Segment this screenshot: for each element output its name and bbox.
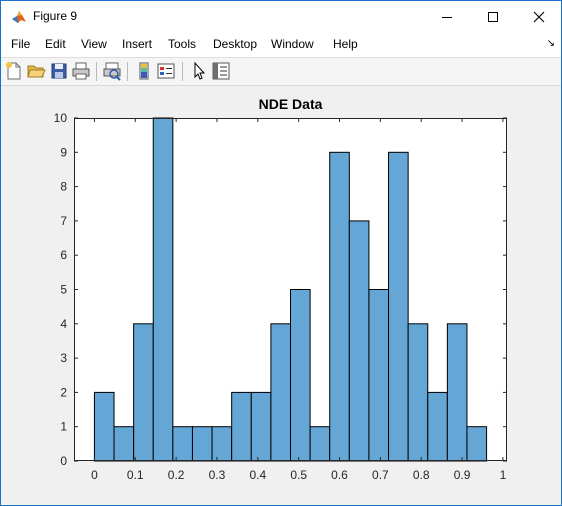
- y-tick-label: 2: [60, 385, 67, 399]
- window-title: Figure 9: [33, 9, 78, 23]
- x-tick-label: 0.1: [127, 468, 144, 482]
- matlab-logo-icon: [12, 11, 26, 23]
- histogram-bar: [309, 426, 331, 462]
- x-tick-label: 0.6: [331, 468, 348, 482]
- histogram-bar: [113, 426, 135, 462]
- toolbar-separator: [182, 62, 183, 81]
- histogram-bar: [407, 323, 429, 462]
- save-icon[interactable]: [49, 61, 69, 81]
- menu-edit[interactable]: Edit: [45, 37, 66, 51]
- x-tick-label: 0.2: [168, 468, 185, 482]
- x-tick-label: 0.9: [454, 468, 471, 482]
- histogram-bar: [133, 323, 154, 462]
- y-tick-label: 5: [60, 283, 67, 297]
- histogram-bar: [329, 151, 350, 462]
- menu-insert[interactable]: Insert: [122, 37, 153, 51]
- y-tick-label: 3: [60, 351, 67, 365]
- x-tick-label: 0: [91, 468, 98, 482]
- edit-plot-pointer-icon[interactable]: [189, 61, 209, 81]
- maximize-icon: [488, 11, 498, 22]
- y-tick-label: 1: [60, 420, 67, 434]
- toolbar-separator: [96, 62, 97, 81]
- chart-title: NDE Data: [258, 96, 323, 112]
- close-icon: [533, 11, 545, 22]
- menu-bar: File Edit View Insert Tools Desktop Wind…: [1, 32, 561, 58]
- menu-view[interactable]: View: [81, 37, 107, 51]
- y-tick-label: 7: [60, 214, 67, 228]
- histogram-bar: [191, 426, 213, 462]
- histogram-bar: [152, 117, 174, 462]
- property-inspector-icon[interactable]: [211, 61, 231, 81]
- menu-desktop[interactable]: Desktop: [213, 37, 258, 51]
- minimize-icon: [442, 16, 452, 18]
- title-bar[interactable]: Figure 9: [1, 1, 561, 32]
- histogram-bar: [427, 391, 448, 462]
- toolbar-separator: [127, 62, 128, 81]
- histogram-bar: [290, 289, 311, 462]
- x-tick-label: 0.5: [290, 468, 307, 482]
- menu-tools[interactable]: Tools: [168, 37, 197, 51]
- y-tick-label: 0: [60, 454, 67, 468]
- legend-icon[interactable]: [156, 61, 176, 81]
- histogram-bar: [250, 391, 272, 462]
- histogram-bar: [466, 426, 488, 462]
- y-tick-label: 10: [54, 111, 68, 125]
- histogram-bar: [388, 151, 409, 462]
- maximize-button[interactable]: [470, 1, 516, 32]
- y-tick-label: 4: [60, 317, 67, 331]
- figure-toolbar: [1, 58, 561, 86]
- print-icon[interactable]: [71, 61, 91, 81]
- histogram-bar: [211, 426, 233, 462]
- histogram-bar: [348, 220, 370, 462]
- x-tick-label: 1: [500, 468, 507, 482]
- open-folder-icon[interactable]: [26, 61, 46, 81]
- y-tick-label: 8: [60, 180, 67, 194]
- histogram-bar: [368, 289, 390, 462]
- y-tick-label: 9: [60, 145, 67, 159]
- new-figure-icon[interactable]: [4, 61, 24, 81]
- x-tick-label: 0.4: [249, 468, 266, 482]
- x-tick-label: 0.8: [413, 468, 430, 482]
- x-tick-label: 0.3: [209, 468, 226, 482]
- histogram-bar: [93, 391, 115, 462]
- histogram-bar: [231, 391, 252, 462]
- menu-help[interactable]: Help: [333, 37, 358, 51]
- print-preview-icon[interactable]: [102, 61, 122, 81]
- histogram-bar: [172, 426, 193, 462]
- dock-arrow-icon[interactable]: ↘: [546, 38, 555, 49]
- x-tick-label: 0.7: [372, 468, 389, 482]
- colorbar-icon[interactable]: [134, 61, 154, 81]
- histogram-bar: [270, 323, 292, 462]
- histogram-bar: [446, 323, 468, 462]
- minimize-button[interactable]: [424, 1, 470, 32]
- y-tick-label: 6: [60, 248, 67, 262]
- close-button[interactable]: [516, 1, 562, 32]
- menu-file[interactable]: File: [11, 37, 31, 51]
- menu-window[interactable]: Window: [271, 37, 314, 51]
